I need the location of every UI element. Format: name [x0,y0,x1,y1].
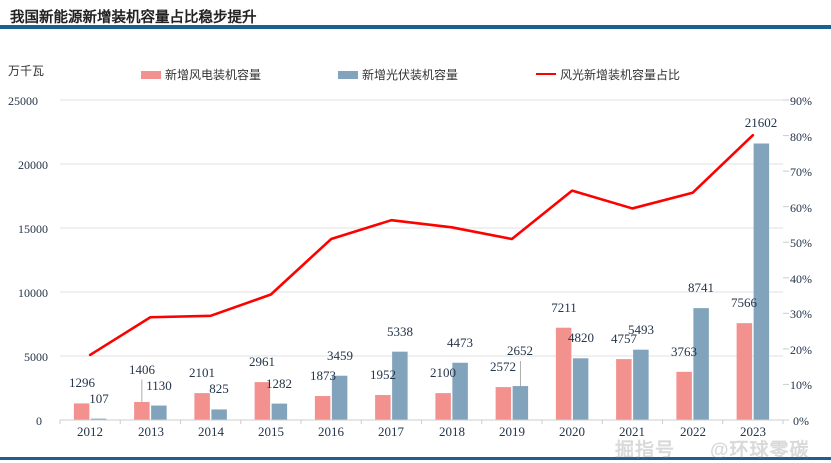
svg-text:@环球零碳: @环球零碳 [710,438,810,461]
svg-text:掘指号: 掘指号 [615,438,675,461]
